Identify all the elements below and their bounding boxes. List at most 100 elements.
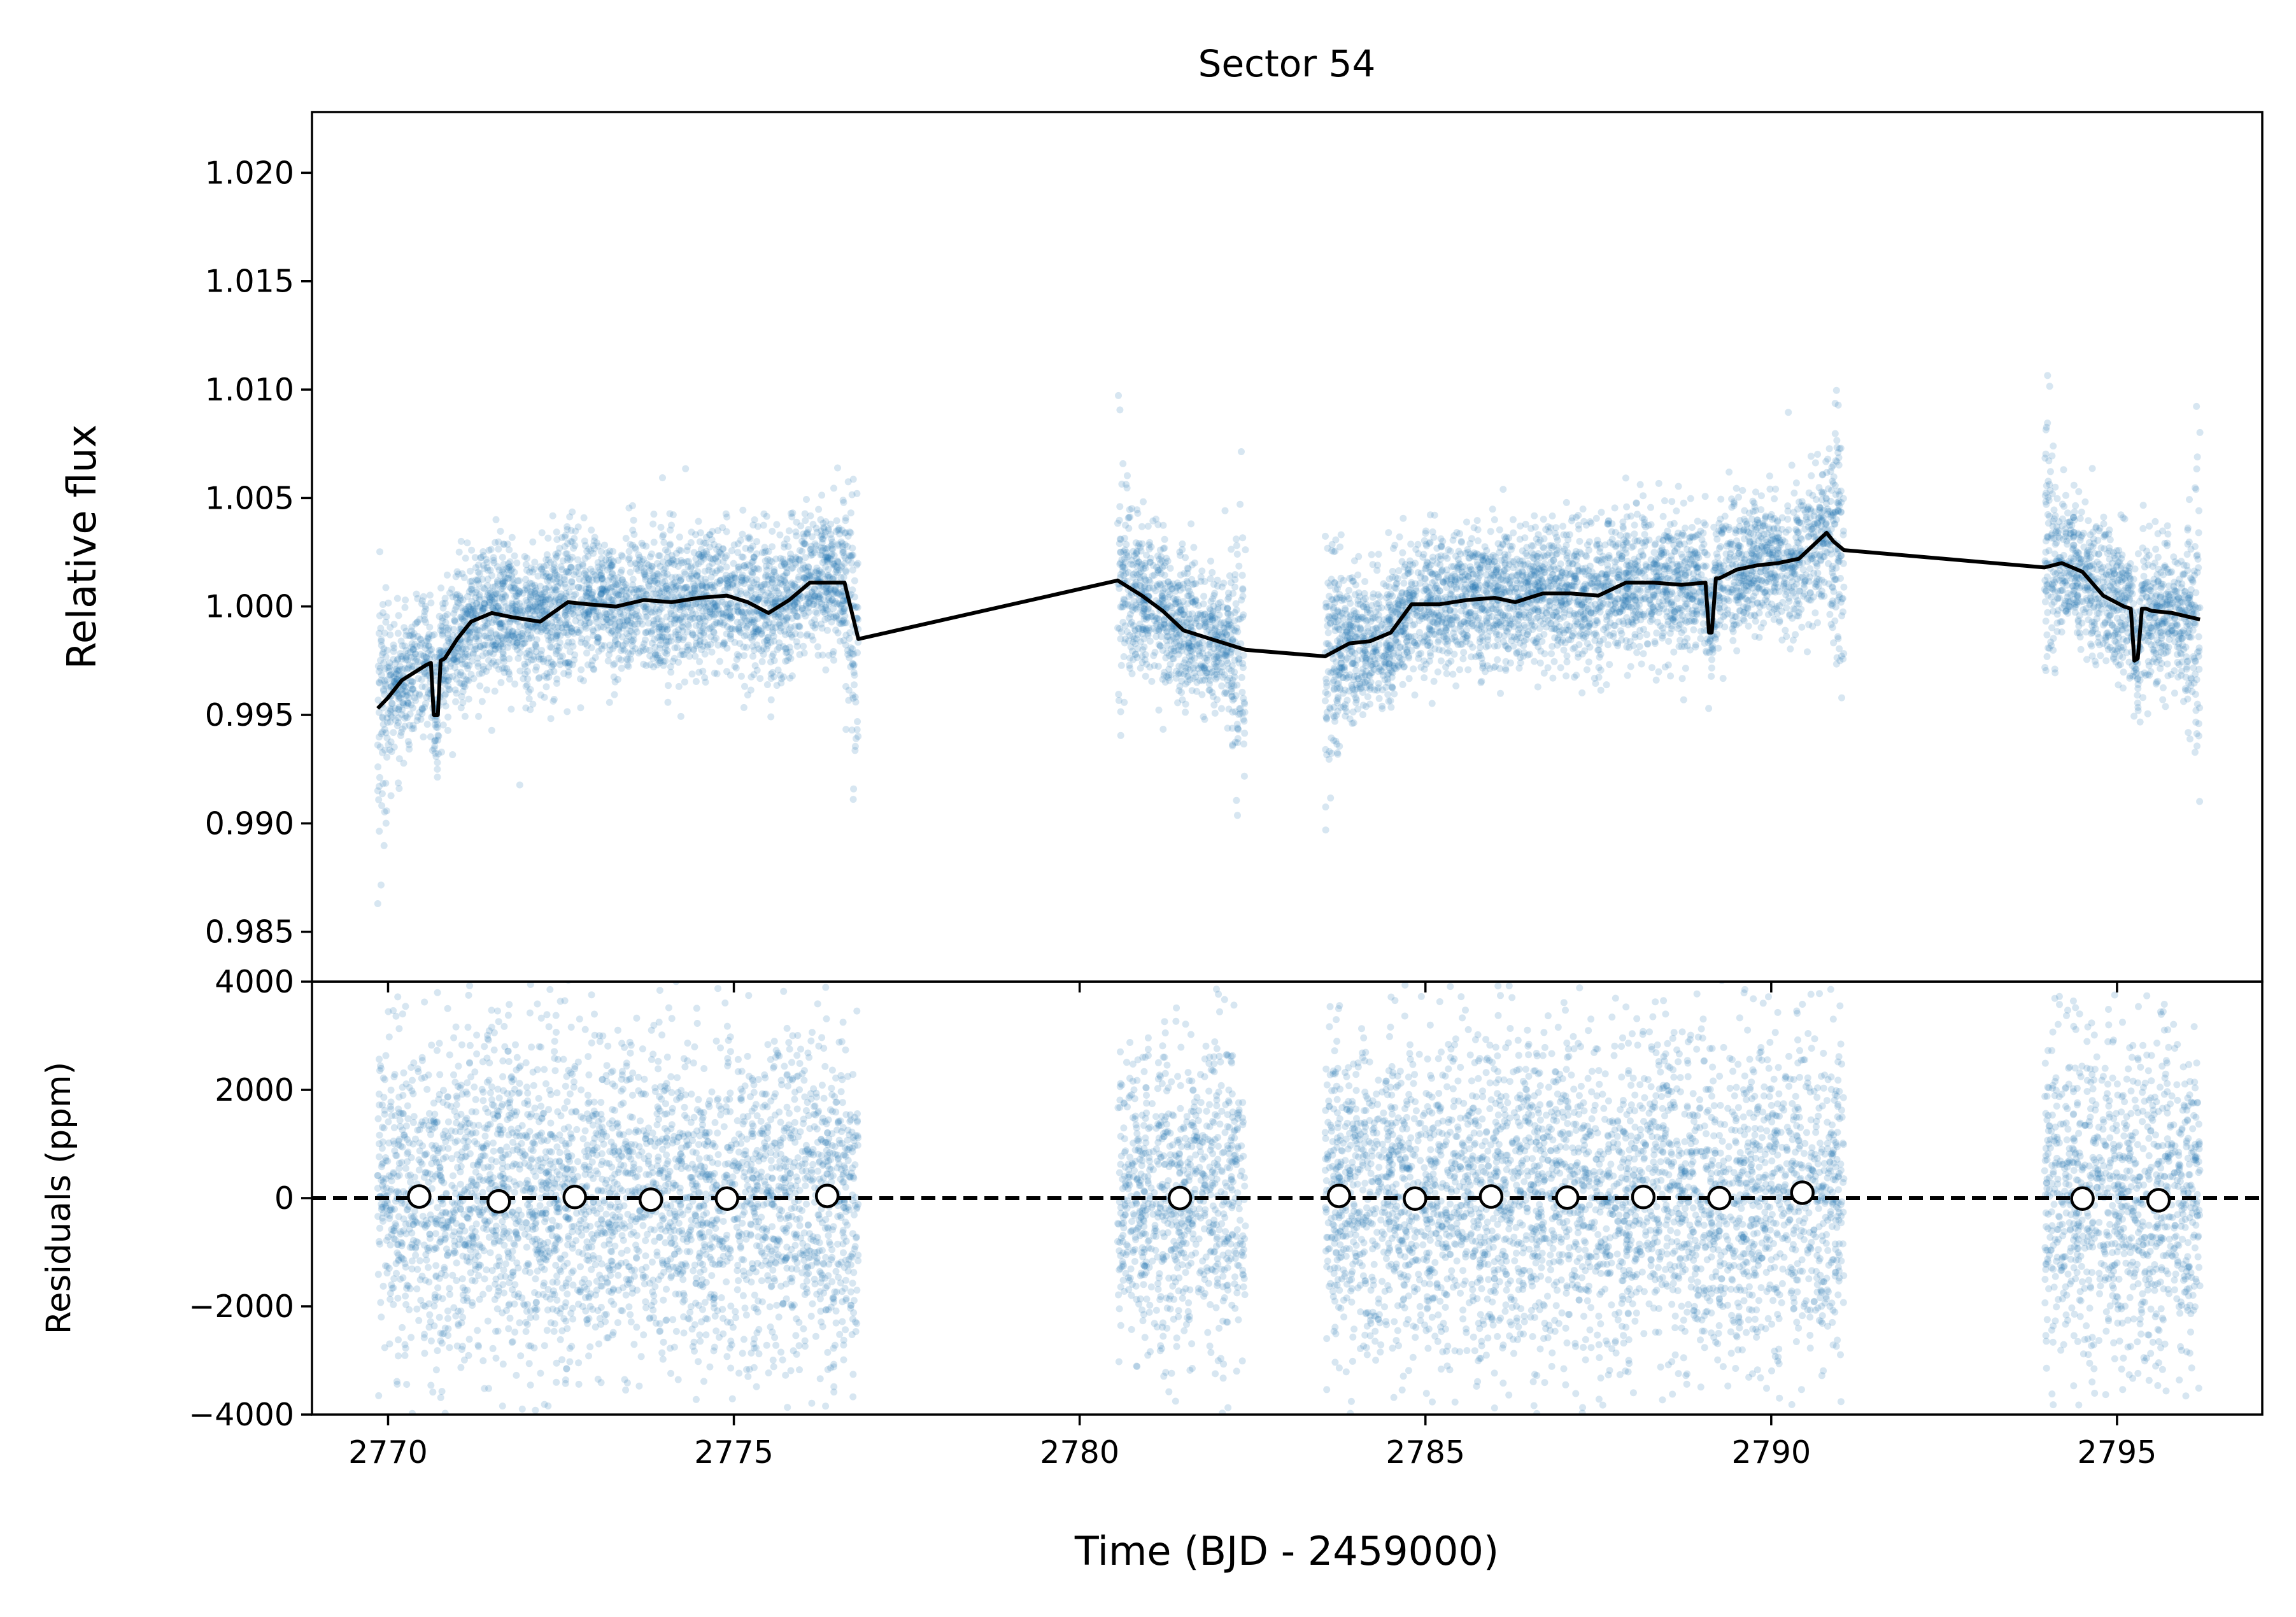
flux-point — [606, 698, 613, 706]
flux-point — [554, 628, 562, 636]
flux-point — [769, 575, 776, 583]
flux-point — [522, 575, 530, 583]
flux-point — [717, 566, 725, 574]
flux-point — [1196, 640, 1203, 647]
flux-point — [800, 540, 807, 547]
flux-point — [387, 792, 395, 800]
flux-point — [461, 660, 469, 668]
flux-point — [647, 608, 655, 616]
flux-point — [1224, 605, 1231, 612]
flux-point — [395, 692, 402, 700]
flux-point — [1218, 705, 1225, 712]
flux-point — [390, 672, 398, 680]
flux-point — [734, 607, 742, 614]
flux-point — [1156, 546, 1164, 554]
flux-point — [649, 590, 657, 598]
flux-point — [466, 639, 474, 646]
flux-point — [381, 726, 388, 733]
flux-point — [398, 710, 406, 718]
flux-point — [800, 642, 807, 650]
flux-point — [414, 713, 422, 721]
flux-point — [378, 881, 385, 889]
flux-point — [553, 536, 561, 543]
flux-point — [788, 631, 795, 639]
flux-point — [1175, 582, 1182, 590]
flux-point — [630, 531, 638, 538]
flux-point — [701, 650, 709, 658]
flux-point — [825, 586, 833, 593]
flux-point — [556, 593, 563, 601]
flux-point — [411, 650, 419, 658]
flux-point — [483, 686, 491, 694]
flux-point — [663, 554, 671, 561]
flux-point — [1238, 572, 1246, 579]
flux-point — [807, 551, 815, 559]
flux-point — [1179, 611, 1187, 619]
flux-point — [442, 619, 450, 626]
flux-point — [749, 521, 757, 529]
flux-point — [823, 590, 831, 597]
flux-point — [658, 633, 665, 640]
flux-point — [753, 550, 760, 558]
flux-point — [644, 612, 651, 620]
flux-point — [1182, 554, 1189, 561]
flux-point — [1179, 696, 1186, 703]
flux-point — [741, 609, 749, 616]
flux-point — [641, 640, 648, 647]
flux-point — [723, 604, 731, 611]
flux-point — [464, 593, 471, 600]
flux-point — [700, 539, 707, 547]
flux-point — [1399, 681, 1407, 688]
flux-point — [499, 554, 506, 561]
flux-point — [1154, 521, 1162, 528]
flux-point — [507, 584, 515, 592]
flux-point — [844, 478, 852, 486]
flux-point — [1191, 559, 1198, 567]
flux-point — [849, 650, 856, 658]
flux-point — [783, 615, 791, 623]
flux-point — [716, 577, 724, 584]
flux-point — [726, 612, 733, 620]
flux-point — [1158, 590, 1166, 597]
flux-point — [376, 548, 383, 556]
flux-point — [549, 602, 556, 610]
flux-point — [506, 655, 513, 663]
flux-point — [805, 599, 812, 607]
flux-point — [1133, 549, 1140, 556]
flux-point — [374, 696, 382, 704]
flux-point — [509, 628, 516, 635]
flux-point — [664, 698, 672, 706]
flux-point — [1120, 653, 1128, 660]
flux-point — [632, 625, 639, 633]
flux-point — [795, 622, 803, 630]
flux-point — [553, 675, 561, 683]
flux-point — [1235, 705, 1243, 712]
flux-point — [581, 640, 589, 647]
flux-point — [687, 572, 695, 580]
flux-point — [837, 563, 845, 571]
flux-point — [662, 657, 669, 665]
flux-point — [390, 729, 397, 737]
flux-point — [390, 641, 397, 649]
flux-point — [542, 561, 550, 569]
flux-point — [1231, 617, 1238, 625]
flux-point — [453, 675, 460, 683]
flux-point — [521, 660, 528, 668]
flux-point — [515, 633, 522, 641]
flux-point — [406, 745, 413, 753]
flux-point — [376, 828, 383, 835]
flux-point — [739, 553, 747, 561]
flux-point — [1131, 626, 1138, 633]
flux-point — [1752, 488, 1759, 496]
flux-point — [676, 533, 683, 541]
flux-point — [840, 574, 847, 581]
flux-point — [1148, 677, 1156, 685]
flux-point — [656, 641, 664, 649]
flux-point — [760, 521, 767, 529]
flux-point — [712, 619, 720, 626]
flux-point — [834, 526, 842, 534]
flux-point — [1190, 544, 1198, 551]
flux-point — [378, 802, 386, 810]
flux-point — [809, 636, 817, 644]
flux-point — [778, 675, 786, 682]
